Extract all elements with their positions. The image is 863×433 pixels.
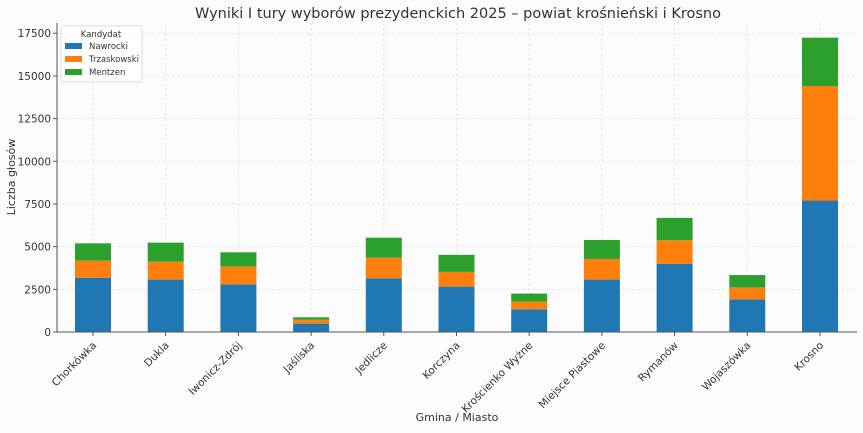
legend-label: Trzaskowski bbox=[88, 55, 139, 65]
x-tick-label: Krosno bbox=[792, 340, 826, 374]
y-tick-label: 2500 bbox=[24, 284, 51, 296]
x-tick-label: Dukla bbox=[142, 340, 172, 370]
bar-nawrocki bbox=[656, 263, 693, 332]
bar-mentzen bbox=[656, 217, 693, 241]
bar-mentzen bbox=[147, 242, 184, 262]
bar-mentzen bbox=[365, 237, 402, 258]
bar-trzaskowski bbox=[511, 301, 548, 310]
bar-mentzen bbox=[438, 254, 475, 272]
bar-nawrocki bbox=[802, 200, 838, 332]
legend-swatch-mentzen bbox=[65, 69, 82, 75]
legend-box bbox=[60, 25, 143, 83]
bar-nawrocki bbox=[438, 286, 475, 332]
bar-nawrocki bbox=[729, 299, 766, 332]
bar-nawrocki bbox=[75, 277, 111, 332]
y-tick-label: 12500 bbox=[18, 114, 51, 126]
x-axis-label: Gmina / Miasto bbox=[416, 411, 499, 424]
x-tick-label: Iwonicz-Zdrój bbox=[187, 340, 245, 398]
y-tick-label: 7500 bbox=[24, 199, 51, 211]
bar-nawrocki bbox=[220, 284, 257, 332]
bar-trzaskowski bbox=[438, 271, 475, 287]
bar-mentzen bbox=[293, 317, 330, 320]
bar-trzaskowski bbox=[583, 258, 620, 280]
bar-trzaskowski bbox=[293, 319, 330, 324]
bar-mentzen bbox=[583, 239, 620, 259]
bar-trzaskowski bbox=[365, 257, 402, 279]
bar-trzaskowski bbox=[220, 266, 257, 285]
chart-title: Wyniki I tury wyborów prezydenckich 2025… bbox=[195, 6, 721, 22]
y-axis-label: Liczba głosów bbox=[5, 139, 18, 216]
bar-mentzen bbox=[75, 243, 111, 261]
bar-trzaskowski bbox=[802, 85, 838, 201]
bar-mentzen bbox=[220, 252, 257, 267]
legend-swatch-trzaskowski bbox=[65, 56, 82, 62]
x-tick-label: Korczyna bbox=[421, 340, 463, 382]
x-tick-label: Chorkówka bbox=[50, 340, 99, 389]
legend-label: Nawrocki bbox=[89, 42, 128, 52]
bar-trzaskowski bbox=[75, 260, 111, 278]
legend-label: Mentzen bbox=[89, 68, 125, 78]
legend-title: Kandydat bbox=[81, 30, 122, 40]
y-tick-label: 10000 bbox=[18, 156, 51, 168]
bar-nawrocki bbox=[511, 309, 548, 332]
x-tick-label: Wojaszówka bbox=[700, 340, 754, 394]
bar-trzaskowski bbox=[656, 240, 693, 264]
y-tick-label: 15000 bbox=[18, 71, 51, 83]
bar-mentzen bbox=[802, 37, 838, 86]
y-tick-label: 0 bbox=[44, 327, 51, 339]
y-tick-label: 5000 bbox=[24, 242, 51, 254]
bar-trzaskowski bbox=[147, 261, 184, 280]
x-tick-label: Miejsce Piastowe bbox=[537, 340, 608, 411]
x-tick-label: Jaśliska bbox=[281, 340, 318, 377]
bar-mentzen bbox=[729, 275, 766, 288]
bar-nawrocki bbox=[147, 279, 184, 332]
bar-mentzen bbox=[511, 293, 548, 302]
y-tick-label: 17500 bbox=[18, 28, 51, 40]
x-tick-label: Jedlicze bbox=[353, 340, 390, 377]
bar-nawrocki bbox=[293, 323, 330, 332]
x-tick-label: Krościenko Wyżne bbox=[460, 340, 536, 416]
bar-trzaskowski bbox=[729, 287, 766, 300]
legend-swatch-nawrocki bbox=[65, 43, 82, 49]
bar-nawrocki bbox=[583, 279, 620, 332]
legend: Kandydat Nawrocki Trzaskowski Mentzen bbox=[60, 25, 143, 83]
bar-nawrocki bbox=[365, 278, 402, 332]
x-tick-label: Rymanów bbox=[636, 339, 681, 384]
